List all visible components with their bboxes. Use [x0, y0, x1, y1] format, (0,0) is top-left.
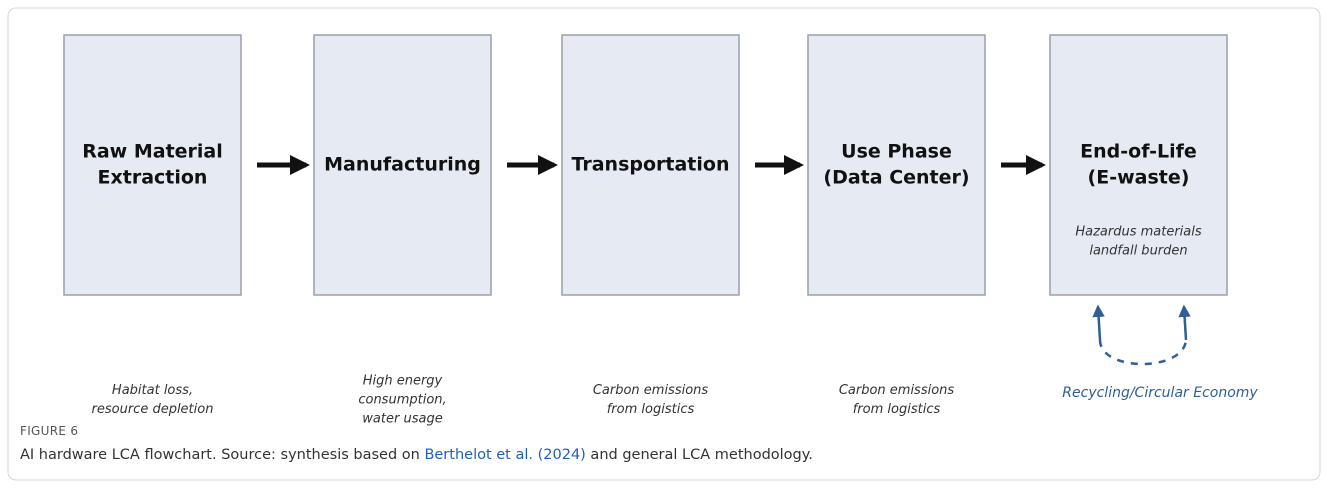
stage-note: water usage [362, 412, 442, 427]
stage-title: Transportation [571, 154, 729, 176]
stage-note: from logistics [607, 402, 695, 417]
citation-link[interactable]: Berthelot et al. (2024) [424, 447, 586, 463]
frame [7, 7, 1321, 481]
stage-box [561, 34, 740, 296]
stage-title: Raw Material [82, 141, 223, 163]
stage-note: from logistics [853, 402, 941, 417]
caption: AI hardware LCA flowchart. Source: synth… [20, 447, 813, 463]
stage-inner-note: Hazardus materials [1075, 225, 1202, 240]
stage-title: (E-waste) [1088, 167, 1190, 189]
stage-title: Manufacturing [324, 154, 481, 176]
loop-label: Recycling/Circular Economy [1062, 385, 1258, 401]
stage-note: Habitat loss, [112, 383, 193, 398]
figure-label: FIGURE 6 [20, 424, 79, 438]
stage-title: Use Phase [841, 141, 952, 163]
stage-title: (Data Center) [823, 167, 969, 189]
caption-text: and general LCA methodology. [585, 447, 813, 463]
stage-note: consumption, [358, 393, 446, 408]
stage-box [1049, 34, 1228, 296]
loop-dash [1098, 339, 1188, 366]
stage-title: Extraction [98, 167, 208, 189]
stage-note: High energy [363, 374, 443, 389]
stage-box [807, 34, 986, 296]
stage-note: resource depletion [92, 402, 214, 417]
stage-box [63, 34, 242, 296]
stage-inner-note: landfall burden [1089, 244, 1187, 259]
caption-text: AI hardware LCA flowchart. Source: synth… [20, 447, 425, 463]
loop-arrow [1092, 304, 1105, 341]
stage-title: End-of-Life [1080, 141, 1197, 163]
stage-box [313, 34, 492, 296]
stage-note: Carbon emissions [593, 383, 709, 398]
stage-note: Carbon emissions [839, 383, 955, 398]
loop-arrow [1178, 304, 1191, 341]
